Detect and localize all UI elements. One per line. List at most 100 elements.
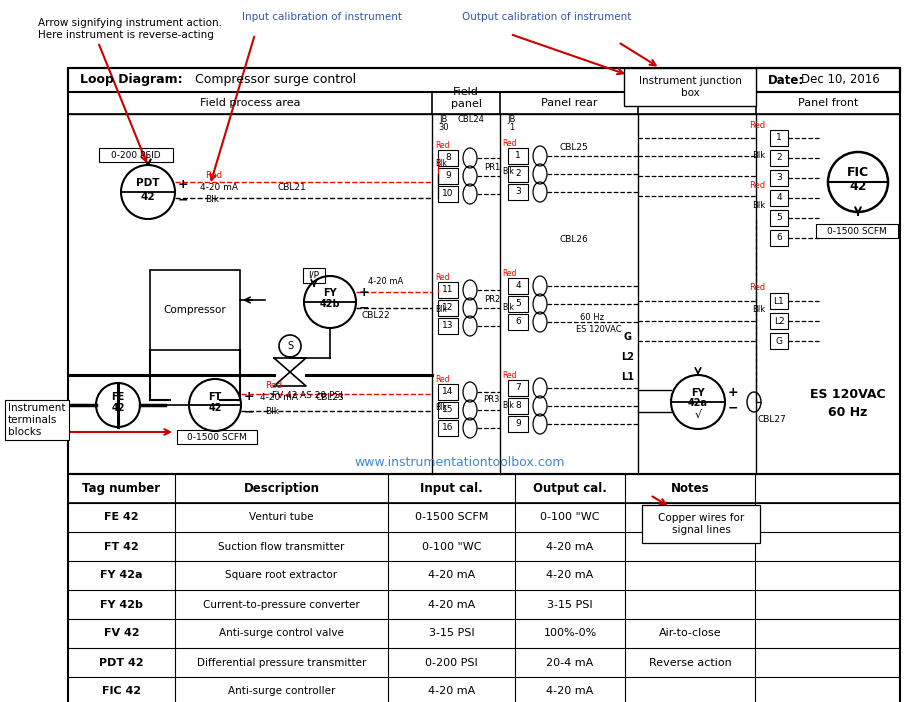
Text: FY: FY bbox=[691, 388, 705, 398]
Text: FE: FE bbox=[112, 392, 124, 402]
Text: PR2: PR2 bbox=[484, 296, 500, 305]
Bar bbox=[438, 186, 458, 202]
Bar bbox=[508, 416, 528, 432]
Text: 0-200 PSI: 0-200 PSI bbox=[425, 658, 478, 668]
Text: 4-20 mA: 4-20 mA bbox=[428, 687, 475, 696]
Bar bbox=[756, 68, 900, 92]
Text: FV 42: FV 42 bbox=[272, 392, 298, 401]
Text: 15: 15 bbox=[442, 406, 454, 414]
Text: Red: Red bbox=[205, 171, 222, 180]
Bar bbox=[770, 230, 788, 246]
Text: L1: L1 bbox=[621, 372, 635, 382]
Text: Anti-surge control valve: Anti-surge control valve bbox=[219, 628, 344, 639]
Text: Differential pressure transmitter: Differential pressure transmitter bbox=[197, 658, 366, 668]
Text: Loop Diagram:: Loop Diagram: bbox=[80, 74, 183, 86]
Text: +: + bbox=[728, 387, 738, 399]
Bar bbox=[68, 68, 900, 92]
Text: 6: 6 bbox=[776, 234, 782, 242]
Text: CBL24: CBL24 bbox=[458, 116, 485, 124]
Text: CBL23: CBL23 bbox=[316, 392, 345, 402]
Bar bbox=[438, 168, 458, 184]
Text: Red: Red bbox=[749, 121, 765, 131]
Text: AS 20 PSI: AS 20 PSI bbox=[300, 392, 342, 401]
Text: 42: 42 bbox=[141, 192, 155, 202]
Text: Tag number: Tag number bbox=[83, 482, 161, 495]
Text: 8: 8 bbox=[445, 154, 451, 162]
Text: FY 42b: FY 42b bbox=[100, 600, 143, 609]
Text: −: − bbox=[728, 402, 738, 414]
Text: G: G bbox=[624, 332, 632, 342]
Text: 4-20 mA: 4-20 mA bbox=[428, 571, 475, 581]
Text: Blk: Blk bbox=[502, 303, 514, 312]
Text: 4-20 mA: 4-20 mA bbox=[260, 392, 298, 402]
Text: PDT: PDT bbox=[136, 178, 160, 188]
Text: 2: 2 bbox=[515, 169, 521, 178]
Text: −: − bbox=[244, 406, 254, 418]
Text: CBL27: CBL27 bbox=[758, 416, 786, 425]
Bar bbox=[770, 293, 788, 309]
Text: 16: 16 bbox=[442, 423, 454, 432]
Text: 9: 9 bbox=[445, 171, 451, 180]
Text: 1: 1 bbox=[515, 152, 521, 161]
Bar bbox=[508, 296, 528, 312]
Text: 6: 6 bbox=[515, 317, 521, 326]
Text: PR3: PR3 bbox=[484, 395, 500, 404]
Bar bbox=[68, 68, 900, 474]
Text: Dec 10, 2016: Dec 10, 2016 bbox=[801, 74, 879, 86]
Text: 20-4 mA: 20-4 mA bbox=[547, 658, 594, 668]
Bar bbox=[508, 166, 528, 182]
Bar bbox=[68, 92, 900, 114]
Text: 4: 4 bbox=[776, 194, 782, 202]
Bar bbox=[770, 130, 788, 146]
Text: Field
panel: Field panel bbox=[450, 87, 481, 109]
Text: JB: JB bbox=[508, 116, 516, 124]
Text: L2: L2 bbox=[621, 352, 635, 362]
Text: Panel rear: Panel rear bbox=[541, 98, 597, 108]
Text: Reverse action: Reverse action bbox=[648, 658, 731, 668]
Text: Input calibration of instrument: Input calibration of instrument bbox=[242, 12, 402, 22]
Text: 4: 4 bbox=[515, 282, 521, 291]
Text: 100%-0%: 100%-0% bbox=[543, 628, 597, 639]
Text: 0-1500 SCFM: 0-1500 SCFM bbox=[827, 227, 887, 235]
Text: 60 Hz: 60 Hz bbox=[580, 314, 604, 322]
Text: ES 120VAC: ES 120VAC bbox=[810, 388, 886, 402]
Text: 3: 3 bbox=[776, 173, 782, 183]
Text: Blk: Blk bbox=[502, 168, 514, 176]
Text: CBL25: CBL25 bbox=[560, 143, 588, 152]
Text: Venturi tube: Venturi tube bbox=[250, 512, 314, 522]
Text: Red: Red bbox=[435, 274, 449, 282]
Text: 7: 7 bbox=[515, 383, 521, 392]
Text: 3-15 PSI: 3-15 PSI bbox=[429, 628, 474, 639]
Bar bbox=[770, 170, 788, 186]
Text: 0-100 "WC: 0-100 "WC bbox=[540, 512, 600, 522]
Bar bbox=[438, 282, 458, 298]
Text: 42: 42 bbox=[112, 403, 124, 413]
Text: 3: 3 bbox=[515, 187, 521, 197]
Text: Blk: Blk bbox=[752, 150, 765, 159]
Bar bbox=[770, 190, 788, 206]
Text: 4-20 mA: 4-20 mA bbox=[547, 687, 594, 696]
Text: Suction flow transmitter: Suction flow transmitter bbox=[218, 541, 345, 552]
Text: Blk: Blk bbox=[752, 201, 765, 209]
Text: FT: FT bbox=[208, 392, 222, 402]
Text: Red: Red bbox=[502, 371, 517, 380]
Text: Air-to-close: Air-to-close bbox=[658, 628, 721, 639]
Text: Output calibration of instrument: Output calibration of instrument bbox=[462, 12, 631, 22]
Text: Current-to-pressure converter: Current-to-pressure converter bbox=[203, 600, 360, 609]
Bar bbox=[770, 150, 788, 166]
Text: −: − bbox=[359, 301, 370, 314]
Text: FIC: FIC bbox=[847, 166, 869, 178]
Text: Arrow signifying instrument action.
Here instrument is reverse-acting: Arrow signifying instrument action. Here… bbox=[38, 18, 222, 39]
Text: L1: L1 bbox=[774, 296, 785, 305]
Text: Description: Description bbox=[243, 482, 320, 495]
Bar bbox=[508, 184, 528, 200]
Bar bbox=[438, 384, 458, 400]
Text: Red: Red bbox=[749, 282, 765, 291]
Bar bbox=[438, 402, 458, 418]
Text: +: + bbox=[359, 286, 370, 300]
Text: FY 42a: FY 42a bbox=[100, 571, 143, 581]
Text: Anti-surge controller: Anti-surge controller bbox=[228, 687, 335, 696]
Text: Red: Red bbox=[435, 140, 449, 150]
Bar bbox=[438, 300, 458, 316]
Text: Notes: Notes bbox=[671, 482, 709, 495]
